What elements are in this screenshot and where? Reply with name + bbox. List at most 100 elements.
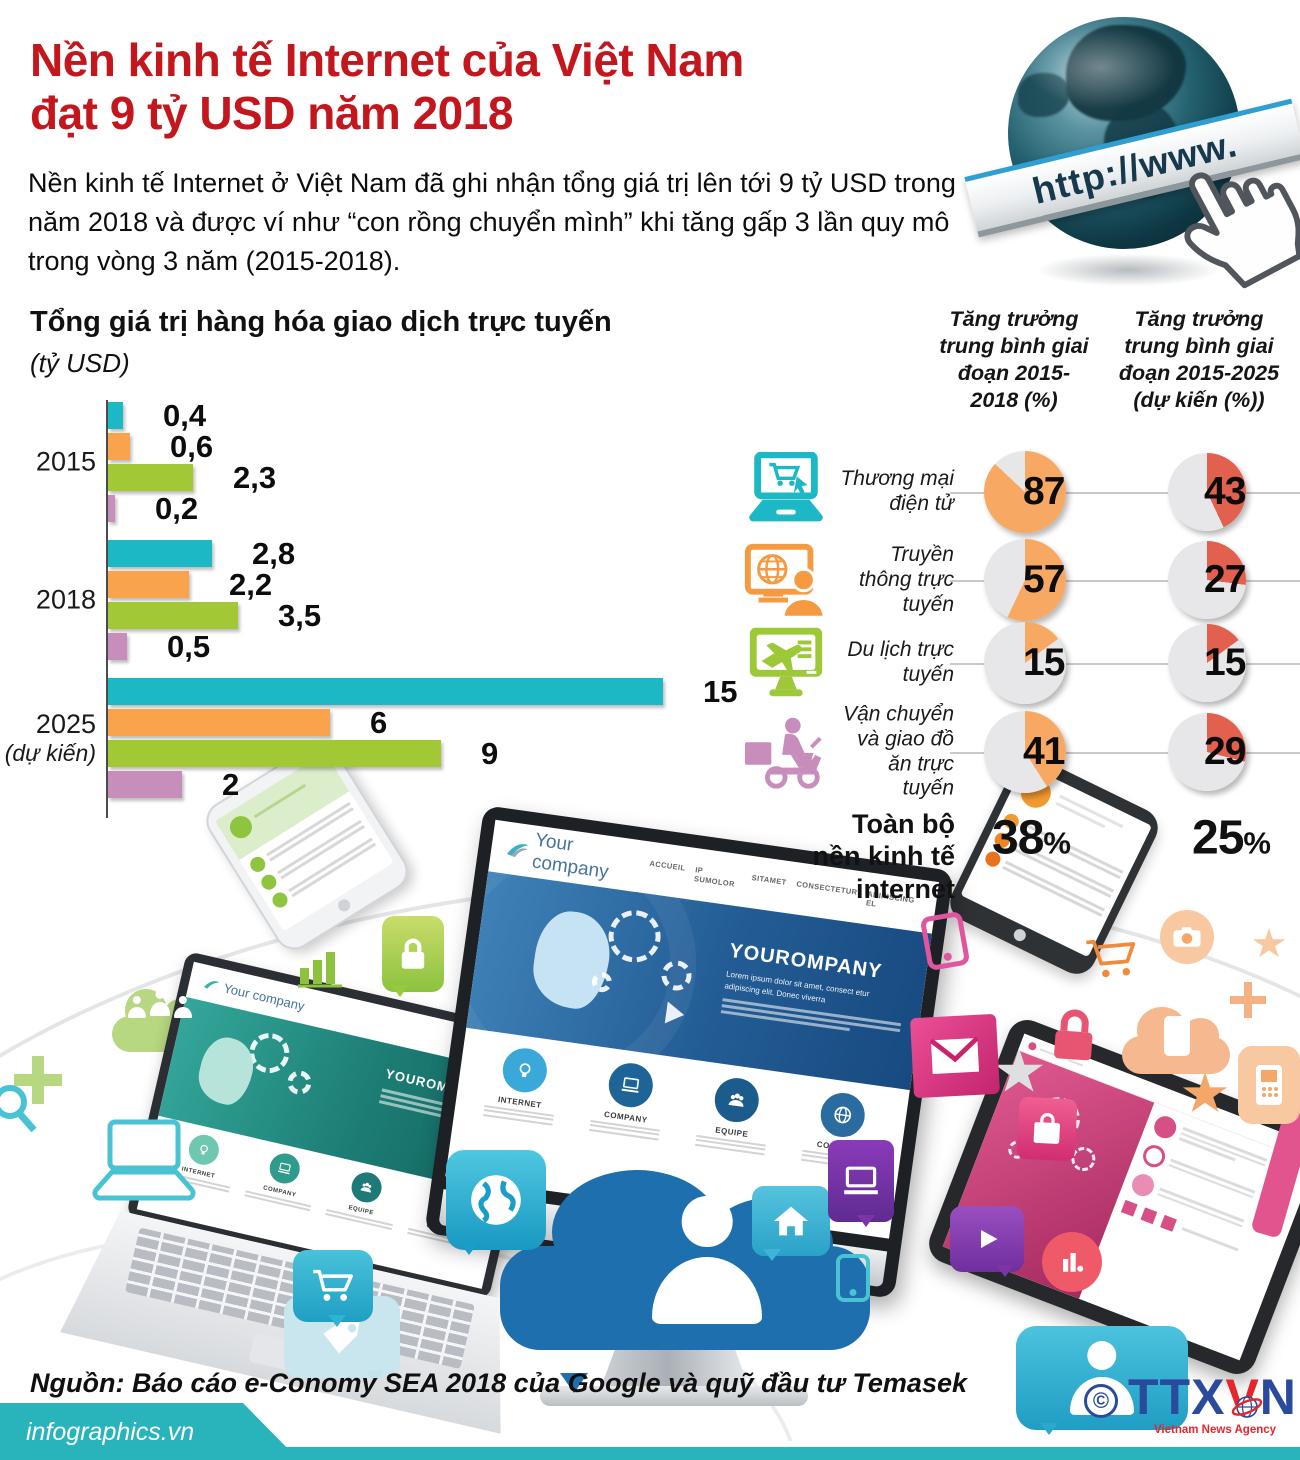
footer-band — [0, 1403, 299, 1460]
pie-2015-2018 — [984, 539, 1066, 621]
camera-circle-icon — [1160, 910, 1214, 964]
bar-chart-icon — [296, 948, 344, 988]
nav-item: ACCUEIL — [649, 858, 687, 873]
total-label-line1: Toàn bộ — [852, 809, 955, 839]
bar-group-2018: 2018 2,8 2,2 3,5 0,5 — [36, 536, 737, 664]
footer-strip — [0, 1447, 1300, 1460]
cloud-phone-icon — [1122, 1000, 1230, 1074]
bar — [108, 602, 238, 629]
bar-chart: 2015 0,4 0,6 2,3 0,2 2018 2,8 2,2 3,5 0,5 2025 (dự … — [5, 398, 738, 818]
percent-sign: % — [1043, 825, 1071, 861]
total-label-line2: nền kinh tế internet — [812, 841, 955, 904]
lock-bubble-icon — [382, 916, 444, 997]
agency-logo-text: TTXVN — [1128, 1369, 1297, 1425]
plus-orange-icon — [1230, 982, 1266, 1018]
bar — [108, 540, 212, 567]
pie-col2-header: Tăng trưởng trung bình giai đoạn 2015-20… — [1118, 307, 1280, 413]
total-value-2015-2025: 25% — [1192, 811, 1271, 866]
pie-2015-2025 — [1168, 624, 1246, 702]
total-value-1: 38 — [992, 811, 1044, 865]
monitor-mockup: Your company ACCUEIL IP SUMOLOR SITAMET … — [424, 805, 954, 1299]
bar — [108, 433, 130, 460]
bar-value-label: 3,5 — [278, 597, 322, 633]
bag-square-icon — [1016, 1096, 1078, 1162]
bar-value-label: 0,6 — [170, 428, 214, 464]
play-bubble-icon — [950, 1206, 1024, 1277]
year-label: 2018 — [0, 585, 100, 616]
pie-2015-2018 — [984, 451, 1066, 533]
connector-line — [950, 752, 1300, 754]
bar-row: 6 — [108, 705, 737, 740]
percent-sign: % — [1243, 825, 1271, 861]
pie-value-2015-2018: 41 — [1023, 730, 1065, 773]
bar-row: 2,3 — [108, 460, 737, 495]
retro-phone-circle-icon — [1238, 1046, 1300, 1124]
pie-value-2015-2018: 87 — [1023, 470, 1065, 513]
connector-line — [950, 663, 1300, 665]
bar-value-label: 2 — [222, 766, 240, 802]
pie-col1-header: Tăng trưởng trung bình giai đoạn 2015-20… — [939, 307, 1089, 413]
pie-value-2015-2018: 57 — [1023, 558, 1065, 601]
bar — [108, 402, 123, 429]
pie-2015-2018 — [984, 622, 1066, 704]
year-label: 2025 (dự kiến) — [0, 709, 100, 767]
bar-row: 0,5 — [108, 629, 737, 664]
pie-2015-2018 — [984, 711, 1066, 793]
total-label: Toàn bộ nền kinh tế internet — [740, 808, 955, 905]
pie-row-ecommerce: Thương mại điện tử 87 43 — [740, 448, 1300, 536]
globe-illustration: http://www. — [964, 5, 1300, 305]
bar — [108, 633, 127, 660]
bar — [108, 571, 189, 598]
hand-cursor-icon — [1130, 121, 1300, 323]
bar-chart-title: Tổng giá trị hàng hóa giao dịch trực tuy… — [30, 306, 612, 338]
ecommerce-icon — [742, 452, 830, 532]
source-note: Nguồn: Báo cáo e-Conomy SEA 2018 của Goo… — [30, 1368, 967, 1398]
bar — [108, 709, 330, 736]
bar-group-2015: 2015 0,4 0,6 2,3 0,2 — [36, 398, 737, 526]
bar-row: 2,2 — [108, 567, 737, 602]
connector-line — [950, 580, 1300, 582]
bar-row: 3,5 — [108, 598, 737, 633]
pie-row-media: Truyền thông trực tuyến 57 27 — [740, 536, 1300, 624]
bar-row: 0,6 — [108, 429, 737, 464]
star-peach-icon — [1252, 928, 1286, 958]
bar-value-label: 15 — [703, 673, 738, 709]
pie-row-label: Thương mại điện tử — [840, 467, 954, 515]
pie-row-label: Truyền thông trực tuyến — [858, 542, 954, 616]
agency-subtitle: Vietnam News Agency — [1153, 1424, 1277, 1436]
pie-2015-2025 — [1168, 453, 1246, 531]
pie-row-delivery: Vận chuyển và giao đồ ăn trực tuyến 41 29 — [740, 702, 1300, 800]
lock-pink-icon — [1048, 1004, 1100, 1065]
search-icon — [0, 1080, 42, 1136]
bar-value-label: 0,5 — [167, 628, 211, 664]
pie-row-travel: Du lịch trực tuyến 15 15 — [740, 619, 1300, 707]
bar-chart-unit: (tỷ USD) — [30, 348, 130, 378]
bar — [108, 740, 441, 767]
intro-paragraph: Nền kinh tế Internet ở Việt Nam đã ghi n… — [28, 168, 956, 276]
pie-value-2015-2025: 43 — [1204, 470, 1246, 513]
total-row: Toàn bộ nền kinh tế internet 38% 25% — [740, 798, 1300, 904]
bar-value-label: 2,8 — [252, 535, 296, 571]
bar-value-label: 2,2 — [229, 566, 273, 602]
bar-value-label: 0,4 — [163, 397, 207, 433]
cart-outline-orange-icon — [1082, 932, 1142, 985]
total-value-2: 25 — [1192, 811, 1244, 865]
mail-square-icon — [909, 1013, 1001, 1099]
pie-value-2015-2025: 15 — [1204, 641, 1246, 684]
pie-value-2015-2025: 29 — [1204, 730, 1246, 773]
agency-logo: © TTXVN Vietnam News Agency — [1084, 1368, 1300, 1448]
bar-chart-groups: 2015 0,4 0,6 2,3 0,2 2018 2,8 2,2 3,5 0,5 2025 (dự … — [5, 398, 738, 802]
page-title-line1: Nền kinh tế Internet của Việt Nam — [30, 34, 744, 86]
phone-outline-pink-icon — [919, 910, 971, 972]
monitor-site-logo: Your company — [503, 826, 652, 890]
bar-row: 9 — [108, 736, 737, 771]
cart-bubble-icon — [293, 1250, 373, 1327]
globe-shadow — [1033, 253, 1223, 287]
pie-value-2015-2025: 27 — [1204, 558, 1246, 601]
phone-outline-teal-icon — [836, 1254, 870, 1302]
laptop-site-logo: Your company — [202, 975, 306, 1013]
pie-value-2015-2018: 15 — [1023, 641, 1065, 684]
pie-comparison: Tăng trưởng trung bình giai đoạn 2015-20… — [740, 300, 1300, 904]
year-text: 2015 — [35, 446, 96, 477]
